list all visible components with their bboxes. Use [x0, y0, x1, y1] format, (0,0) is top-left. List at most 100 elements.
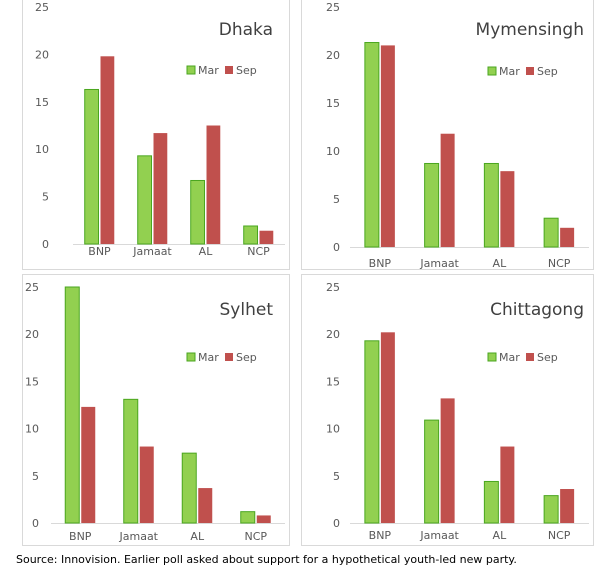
bar-mar-bnp [64, 286, 80, 524]
bar-sep-ncp [256, 515, 271, 523]
y-tick-label: 0 [42, 238, 49, 251]
bar-mar-bnp [364, 42, 380, 248]
bar-mar-ncp [543, 495, 559, 524]
x-tick-label: NCP [244, 530, 267, 543]
y-tick-label: 5 [42, 191, 49, 204]
x-tick-label: NCP [548, 529, 571, 542]
x-tick-label: BNP [369, 529, 392, 542]
bar-mar-ncp [543, 217, 559, 248]
y-tick-label: 5 [333, 193, 340, 206]
y-tick-label: 10 [326, 423, 340, 436]
y-tick-label: 15 [326, 97, 340, 110]
chart-panel-chittagong: 0 5 10 15 20 25 BNP Jamaat AL NCP Chittagong Mar Sep [301, 274, 594, 546]
chart-title: Sylhet [220, 300, 274, 320]
legend-swatch-mar [186, 65, 196, 75]
legend-label-mar: Mar [198, 351, 219, 364]
legend-label-sep: Sep [537, 65, 558, 78]
bar-sep-jamaat [440, 398, 455, 523]
y-tick-label: 20 [326, 49, 340, 62]
bar-sep-ncp [560, 227, 575, 247]
bar-mar-jamaat [424, 419, 440, 524]
bar-sep-bnp [81, 406, 96, 523]
x-tick-label: NCP [548, 257, 571, 270]
y-tick-label: 20 [35, 48, 49, 61]
y-tick-label: 25 [326, 281, 340, 294]
legend-swatch-mar [186, 352, 196, 362]
bar-mar-al [190, 179, 206, 245]
source-note: Source: Innovision. Earlier poll asked a… [16, 553, 517, 566]
chart-svg: 0 5 10 15 20 25 BNP Jamaat AL NCP Chittagong Mar Sep [326, 281, 589, 542]
chart-panel-mymensingh: 0 5 10 15 20 25 BNP Jamaat AL NCP Mymensingh Mar Sep [301, 0, 594, 270]
legend-swatch-sep [225, 66, 233, 74]
bar-sep-jamaat [440, 133, 455, 247]
x-tick-label: Jamaat [119, 530, 159, 543]
y-tick-label: 10 [326, 145, 340, 158]
y-tick-label: 15 [25, 375, 39, 388]
chart-svg: 0 5 10 15 20 25 BNP Jamaat AL NCP Mymensingh Mar Sep [326, 1, 589, 270]
y-tick-label: 10 [35, 143, 49, 156]
bar-mar-al [483, 480, 499, 524]
y-tick-label: 5 [333, 470, 340, 483]
legend-label-mar: Mar [499, 351, 520, 364]
legend-label-sep: Sep [236, 64, 257, 77]
bar-sep-bnp [100, 56, 115, 245]
bar-mar-bnp [84, 88, 100, 245]
bar-mar-jamaat [137, 155, 153, 245]
y-tick-label: 5 [32, 470, 39, 483]
bar-sep-bnp [380, 45, 395, 248]
bar-mar-al [181, 452, 197, 524]
legend-label-mar: Mar [198, 64, 219, 77]
bar-mar-jamaat [123, 398, 139, 524]
chart-title: Chittagong [490, 300, 584, 320]
legend-label-sep: Sep [236, 351, 257, 364]
bar-sep-jamaat [153, 133, 168, 244]
chart-svg: 0 5 10 15 20 25 BNP Jamaat AL NCP Dhaka Mar Sep [35, 1, 285, 258]
y-tick-label: 0 [333, 517, 340, 530]
bar-sep-al [500, 446, 515, 523]
chart-title: Mymensingh [476, 20, 584, 40]
chart-panel-dhaka: 0 5 10 15 20 25 BNP Jamaat AL NCP Dhaka Mar Sep [22, 0, 290, 270]
legend-swatch-mar [487, 66, 497, 76]
y-tick-label: 25 [35, 1, 49, 14]
y-tick-label: 0 [32, 517, 39, 530]
bar-mar-ncp [240, 511, 256, 524]
legend-label-mar: Mar [499, 65, 520, 78]
x-tick-label: AL [190, 530, 205, 543]
x-tick-label: Jamaat [419, 529, 459, 542]
bar-sep-bnp [380, 332, 395, 523]
bar-mar-ncp [243, 225, 259, 245]
y-tick-label: 25 [326, 1, 340, 14]
bar-sep-jamaat [139, 446, 154, 523]
x-tick-label: AL [493, 529, 508, 542]
bar-sep-al [206, 125, 221, 244]
y-tick-label: 20 [326, 328, 340, 341]
y-tick-label: 10 [25, 423, 39, 436]
bar-sep-ncp [560, 489, 575, 523]
y-tick-label: 15 [35, 96, 49, 109]
legend-label-sep: Sep [537, 351, 558, 364]
legend-swatch-sep [526, 353, 534, 361]
y-tick-label: 15 [326, 375, 340, 388]
y-tick-label: 0 [333, 241, 340, 254]
chart-title: Dhaka [219, 20, 273, 40]
legend-swatch-mar [487, 352, 497, 362]
x-tick-label: AL [199, 245, 214, 258]
x-tick-label: BNP [88, 245, 111, 258]
x-tick-label: BNP [69, 530, 92, 543]
bar-mar-jamaat [424, 162, 440, 248]
legend-swatch-sep [225, 353, 233, 361]
x-tick-label: Jamaat [132, 245, 172, 258]
x-tick-label: NCP [247, 245, 270, 258]
legend-swatch-sep [526, 67, 534, 75]
chart-svg: 0 5 10 15 20 25 BNP Jamaat AL NCP Sylhet Mar Sep [25, 281, 285, 543]
chart-panel-sylhet: 0 5 10 15 20 25 BNP Jamaat AL NCP Sylhet Mar Sep [22, 274, 290, 546]
x-tick-label: BNP [369, 257, 392, 270]
bar-sep-al [500, 171, 515, 247]
x-tick-label: AL [493, 257, 508, 270]
y-tick-label: 25 [25, 281, 39, 294]
x-tick-label: Jamaat [419, 257, 459, 270]
bar-mar-bnp [364, 340, 380, 524]
bar-sep-ncp [259, 230, 274, 244]
bar-mar-al [483, 162, 499, 248]
bar-sep-al [198, 488, 213, 523]
